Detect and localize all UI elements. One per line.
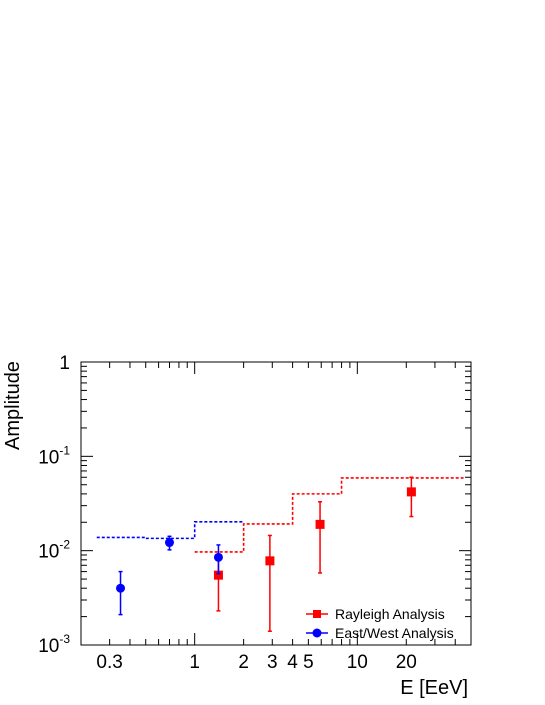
legend-entry-rayleigh: Rayleigh Analysis xyxy=(306,606,445,622)
y-tick-label: 10-3 xyxy=(38,632,70,657)
data-points xyxy=(116,476,416,632)
data-point-circle xyxy=(164,538,174,548)
legend-entry-eastwest: East/West Analysis xyxy=(306,625,454,641)
legend-marker-rayleigh xyxy=(313,610,321,618)
x-tick-label: 1 xyxy=(189,652,200,673)
legend: Rayleigh Analysis East/West Analysis xyxy=(306,606,454,641)
y-tick-label: 1 xyxy=(59,353,70,374)
upper-limit-step-line xyxy=(96,521,244,540)
data-point-circle xyxy=(213,552,223,562)
x-tick-labels: 0.3 1 2 3 4 5 10 20 xyxy=(96,652,416,673)
x-tick-label: 3 xyxy=(267,652,278,673)
x-tick-label: 2 xyxy=(238,652,249,673)
upper-limit-step-line xyxy=(194,477,464,553)
y-axis-title: Amplitude xyxy=(2,361,24,450)
y-tick-label: 10-2 xyxy=(38,538,70,563)
data-point-square xyxy=(265,556,275,566)
legend-label-rayleigh: Rayleigh Analysis xyxy=(335,606,445,622)
data-point-square xyxy=(213,570,223,580)
legend-label-eastwest: East/West Analysis xyxy=(335,625,454,641)
plot-frame xyxy=(80,361,472,646)
data-point-square xyxy=(406,487,416,497)
legend-marker-eastwest xyxy=(312,628,322,638)
x-axis-title: E [EeV] xyxy=(400,677,468,699)
x-tick-label: 5 xyxy=(303,652,314,673)
x-tick-label: 10 xyxy=(347,652,368,673)
data-point-square xyxy=(315,519,325,529)
y-tick-labels: 10-3 10-2 10-1 1 xyxy=(38,353,70,657)
upper-limit-steps xyxy=(96,477,464,553)
x-tick-label: 4 xyxy=(287,652,298,673)
x-tick-label: 20 xyxy=(396,652,417,673)
axis-ticks xyxy=(80,361,472,646)
data-point-circle xyxy=(116,583,126,593)
y-tick-label: 10-1 xyxy=(38,443,70,468)
x-tick-label: 0.3 xyxy=(96,652,122,673)
